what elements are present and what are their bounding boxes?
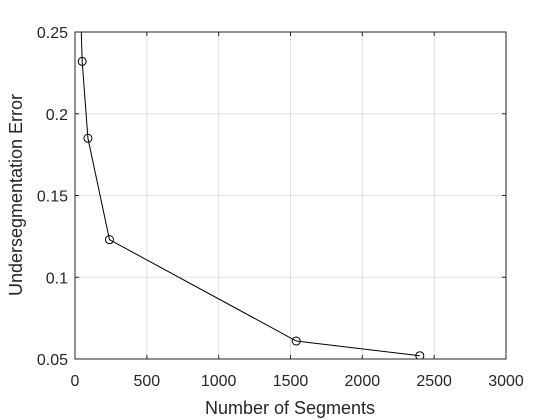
data-point	[415, 351, 425, 359]
x-tick-labels: 0 500 1000 1500 2000 2500 3000	[71, 373, 524, 390]
y-axis-label: Undersegmentation Error	[6, 94, 26, 296]
x-tick-label: 1500	[273, 373, 309, 390]
data-point	[83, 133, 93, 143]
x-tick-label: 500	[133, 373, 160, 390]
y-tick-label: 0.1	[46, 270, 68, 287]
y-tick-label: 0.2	[46, 107, 68, 124]
y-tick-label: 0.05	[37, 352, 68, 369]
data-point	[291, 336, 301, 346]
x-tick-label: 2500	[416, 373, 452, 390]
x-axis-label: Number of Segments	[205, 398, 375, 418]
x-tick-label: 0	[71, 373, 80, 390]
x-tick-label: 3000	[488, 373, 524, 390]
x-tick-label: 2000	[345, 373, 381, 390]
x-tick-label: 1000	[201, 373, 237, 390]
series-line	[80, 32, 420, 357]
series-layer	[77, 32, 425, 359]
data-point	[77, 56, 87, 66]
data-point	[104, 235, 114, 245]
y-tick-label: 0.15	[37, 189, 68, 206]
y-tick-labels: 0.05 0.1 0.15 0.2 0.25	[37, 25, 68, 369]
y-tick-label: 0.25	[37, 25, 68, 42]
tick-marks	[74, 31, 507, 360]
